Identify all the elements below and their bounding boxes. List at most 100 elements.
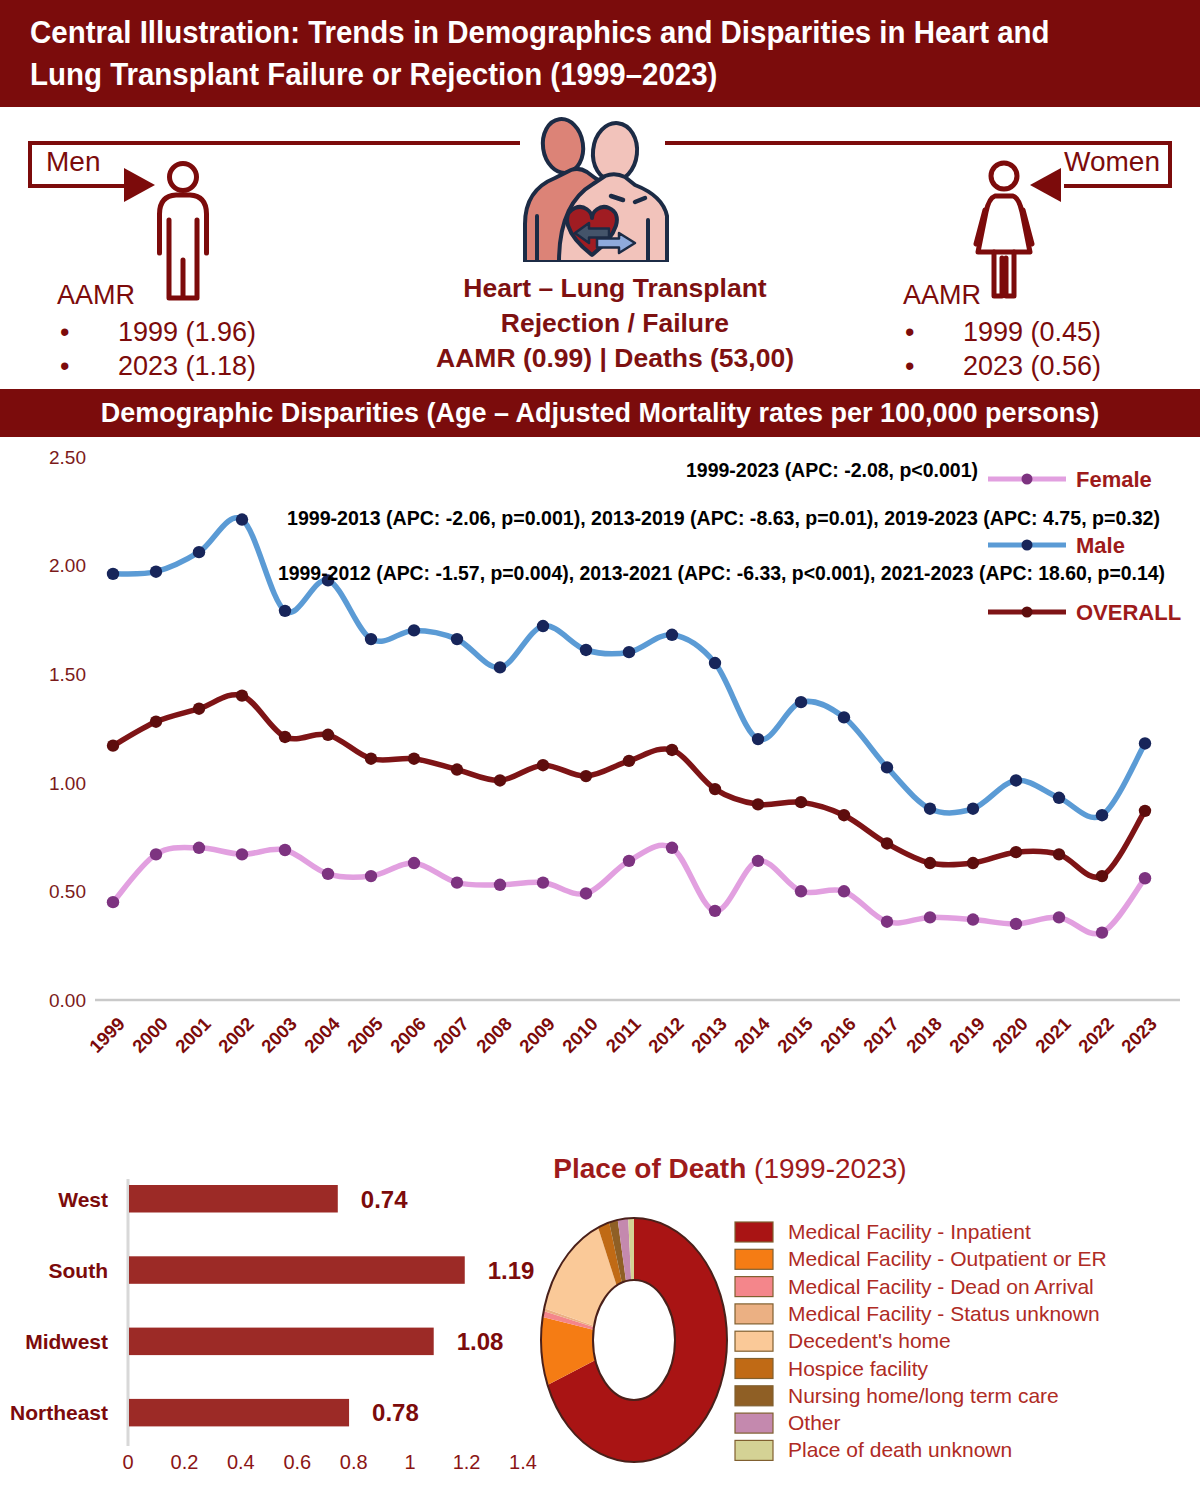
marker-overall	[838, 809, 850, 821]
pie-legend-label: Place of death unknown	[788, 1438, 1012, 1461]
title-line-1: Central Illustration: Trends in Demograp…	[30, 15, 1050, 51]
marker-overall	[150, 716, 162, 728]
x-tick-label: 2001	[171, 1013, 215, 1057]
y-tick-label: 2.50	[49, 447, 86, 468]
apc-annotation-male: 1999-2013 (APC: -2.06, p=0.001), 2013-20…	[287, 507, 1160, 529]
marker-male	[1053, 792, 1065, 804]
legend-marker-female	[1022, 474, 1033, 485]
women-aamr-heading: AAMR	[903, 280, 981, 311]
marker-male	[236, 513, 248, 525]
pie-legend-swatch	[735, 1359, 773, 1379]
marker-male	[967, 802, 979, 814]
x-tick-label: 2015	[773, 1013, 817, 1057]
bar-category-label: West	[58, 1188, 108, 1211]
marker-overall	[537, 759, 549, 771]
marker-male	[838, 711, 850, 723]
x-tick-label: 2005	[343, 1013, 387, 1057]
pie-legend-label: Medical Facility - Status unknown	[788, 1302, 1100, 1325]
x-tick-label: 2018	[902, 1013, 946, 1057]
marker-overall	[365, 752, 377, 764]
marker-male	[408, 624, 420, 636]
marker-female	[1010, 918, 1022, 930]
marker-female	[365, 870, 377, 882]
bar-category-label: South	[49, 1259, 108, 1282]
marker-male	[709, 657, 721, 669]
x-tick-label: 2011	[602, 1013, 645, 1056]
bullet-dot: •	[905, 351, 963, 382]
x-tick-label: 2008	[472, 1013, 516, 1057]
marker-female	[236, 848, 248, 860]
legend-marker-overall	[1022, 607, 1033, 618]
x-tick-label: 2009	[515, 1013, 559, 1057]
marker-male	[881, 761, 893, 773]
marker-overall	[666, 744, 678, 756]
apc-annotation-female: 1999-2023 (APC: -2.08, p<0.001)	[686, 459, 978, 481]
marker-female	[322, 868, 334, 880]
bar-x-tick: 0.6	[283, 1451, 311, 1473]
pie-legend-swatch	[735, 1386, 773, 1406]
marker-female	[838, 885, 850, 897]
women-box-bottom-edge	[1064, 184, 1170, 188]
women-box-right-edge	[1168, 141, 1172, 188]
marker-female	[795, 885, 807, 897]
marker-male	[795, 696, 807, 708]
pie-legend-label: Hospice facility	[788, 1357, 929, 1380]
pie-legend-label: Medical Facility - Inpatient	[788, 1220, 1031, 1243]
pie-legend-swatch	[735, 1304, 773, 1324]
marker-overall	[1139, 805, 1151, 817]
y-tick-label: 0.50	[49, 881, 86, 902]
center-caption: Heart – Lung Transplant Rejection / Fail…	[405, 271, 825, 376]
pie-legend-label: Other	[788, 1411, 841, 1434]
marker-overall	[881, 837, 893, 849]
marker-female	[107, 896, 119, 908]
bar-x-tick: 0.4	[227, 1451, 255, 1473]
legend-marker-male	[1022, 540, 1033, 551]
men-aamr-heading: AAMR	[57, 280, 135, 311]
bar-midwest	[129, 1328, 434, 1356]
men-aamr-2023: •2023 (1.18)	[60, 351, 256, 382]
title-banner: Central Illustration: Trends in Demograp…	[0, 0, 1200, 107]
marker-overall	[236, 689, 248, 701]
y-tick-label: 1.50	[49, 664, 86, 685]
x-tick-label: 2019	[945, 1013, 989, 1057]
infographic-root: Central Illustration: Trends in Demograp…	[0, 0, 1200, 1500]
x-tick-label: 2023	[1117, 1013, 1161, 1057]
marker-male	[752, 733, 764, 745]
bar-x-tick: 0	[122, 1451, 133, 1473]
x-tick-label: 2007	[429, 1013, 473, 1057]
men-aamr-1999: •1999 (1.96)	[60, 317, 256, 348]
marker-male	[1139, 737, 1151, 749]
bar-x-tick: 0.2	[171, 1451, 199, 1473]
pie-legend-swatch	[735, 1440, 773, 1460]
pie-legend-swatch	[735, 1249, 773, 1269]
marker-male	[1096, 809, 1108, 821]
line-chart: 0.000.501.001.502.002.501999200020012002…	[0, 437, 1200, 1135]
marker-overall	[623, 755, 635, 767]
marker-male	[666, 629, 678, 641]
bar-category-label: Northeast	[10, 1401, 108, 1424]
bar-south	[129, 1256, 465, 1284]
marker-overall	[924, 857, 936, 869]
marker-female	[150, 848, 162, 860]
x-tick-label: 2006	[386, 1013, 430, 1057]
heart-lung-transplant-icon	[515, 112, 685, 262]
marker-overall	[580, 770, 592, 782]
bar-west	[129, 1185, 338, 1213]
women-aamr-2023: •2023 (0.56)	[905, 351, 1101, 382]
marker-female	[1139, 872, 1151, 884]
marker-male	[494, 661, 506, 673]
marker-female	[494, 879, 506, 891]
women-aamr-1999: •1999 (0.45)	[905, 317, 1101, 348]
title-line-2: Lung Transplant Failure or Rejection (19…	[30, 57, 717, 93]
marker-overall	[451, 763, 463, 775]
bar-x-tick: 0.8	[340, 1451, 368, 1473]
center-caption-line1: Heart – Lung Transplant	[405, 271, 825, 306]
marker-male	[580, 644, 592, 656]
marker-female	[279, 844, 291, 856]
x-tick-label: 2021	[1031, 1013, 1075, 1057]
pie-legend-swatch	[735, 1277, 773, 1297]
x-tick-label: 2022	[1074, 1013, 1118, 1057]
apc-annotation-overall: 1999-2012 (APC: -1.57, p=0.004), 2013-20…	[278, 562, 1165, 584]
marker-female	[451, 876, 463, 888]
bar-x-tick: 1.4	[509, 1451, 537, 1473]
